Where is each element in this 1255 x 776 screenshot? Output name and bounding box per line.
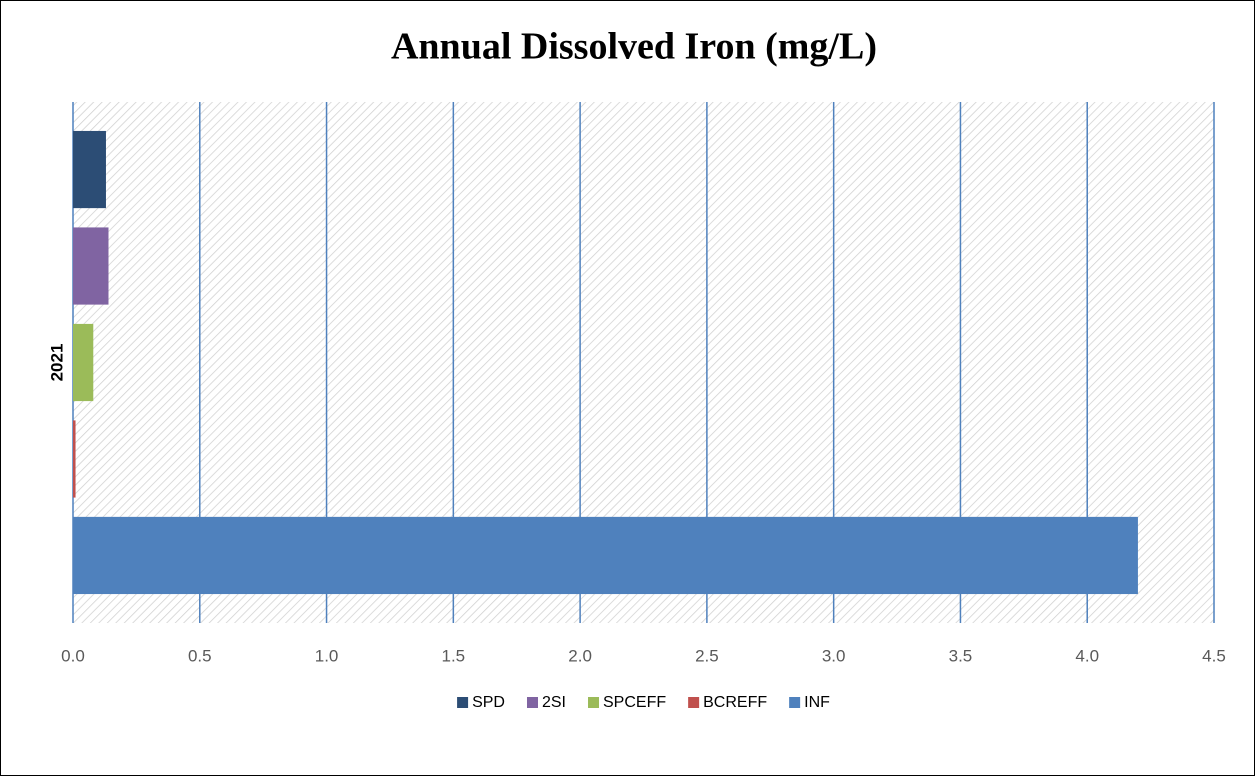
bar — [73, 420, 76, 498]
legend-swatch — [526, 697, 538, 708]
legend-swatch — [588, 697, 600, 708]
x-tick-label: 1.5 — [442, 646, 466, 665]
bar — [73, 227, 109, 305]
bar — [73, 130, 106, 209]
legend-label: 2SI — [542, 694, 566, 711]
legend-swatch — [789, 697, 801, 708]
legend-label: SPCEFF — [603, 694, 666, 711]
legend-label: INF — [804, 694, 830, 711]
bar — [73, 516, 1138, 595]
x-tick-label: 2.5 — [695, 646, 719, 665]
legend-swatch — [457, 697, 469, 708]
x-tick-label: 3.5 — [949, 646, 973, 665]
x-tick-label: 3.0 — [822, 646, 846, 665]
x-tick-label: 4.5 — [1202, 646, 1226, 665]
y-tick-label: 2021 — [47, 344, 66, 382]
x-tick-label: 4.0 — [1075, 646, 1099, 665]
legend-swatch — [688, 697, 700, 708]
x-tick-label: 1.0 — [315, 646, 339, 665]
x-tick-label: 2.0 — [568, 646, 592, 665]
chart-title: Annual Dissolved Iron (mg/L) — [391, 26, 877, 68]
x-tick-label: 0.0 — [61, 646, 85, 665]
bar — [73, 323, 94, 402]
legend-label: SPD — [472, 694, 505, 711]
legend-label: BCREFF — [703, 694, 767, 711]
x-tick-label: 0.5 — [188, 646, 212, 665]
